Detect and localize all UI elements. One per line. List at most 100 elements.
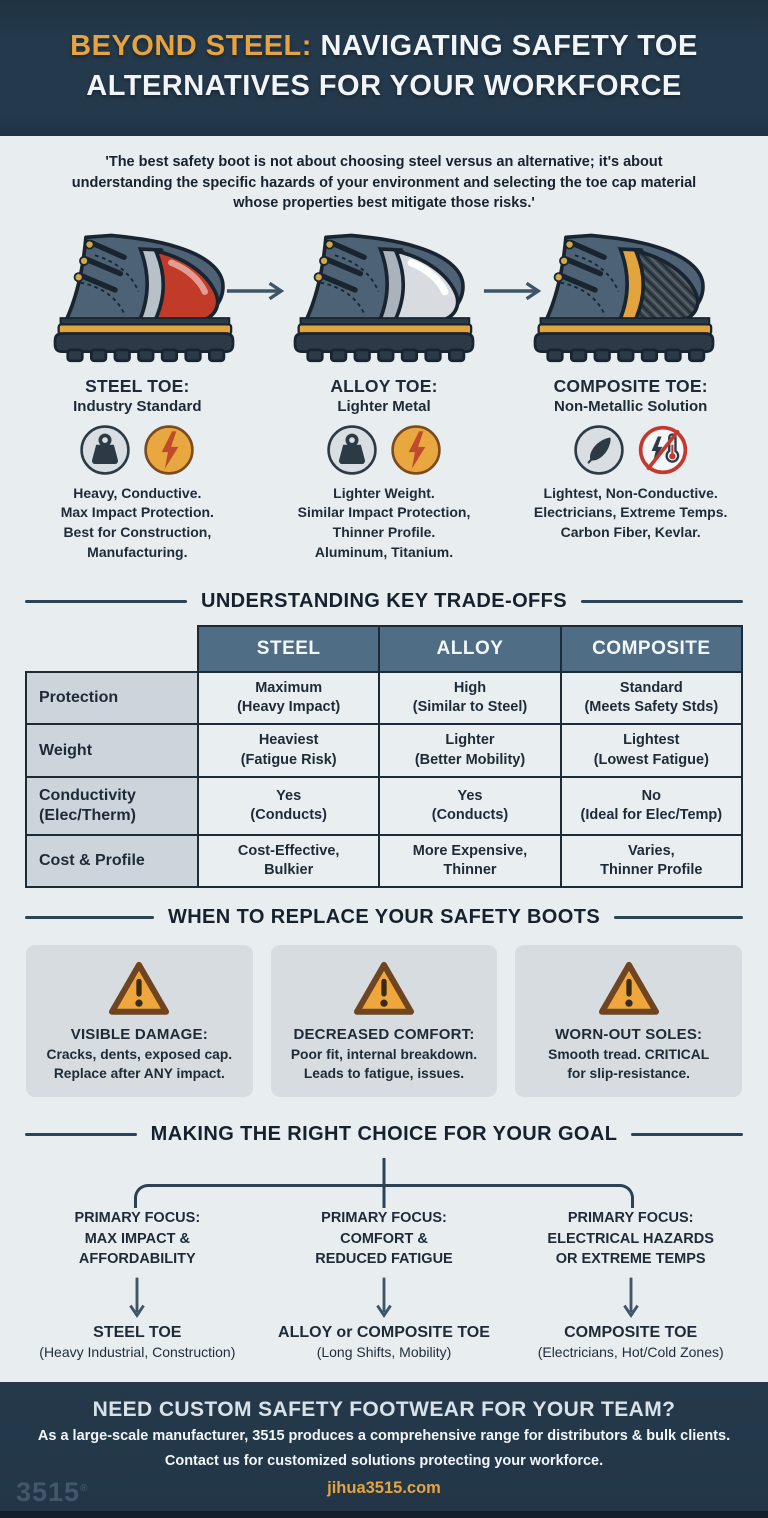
focus-row: PRIMARY FOCUS: MAX IMPACT & AFFORDABILIT… (14, 1208, 754, 1270)
flow-connector (14, 1157, 754, 1208)
card-text: Cracks, dents, exposed cap. Replace afte… (46, 1046, 233, 1081)
down-arrow-icon (622, 1277, 639, 1318)
arrow-row (14, 1276, 754, 1322)
card-heading: WORN-OUT SOLES: (555, 1025, 703, 1043)
replace-title-text: WHEN TO REPLACE YOUR SAFETY BOOTS (167, 905, 601, 928)
cell-conductivity-steel: Yes (Conducts) (196, 775, 381, 836)
result-name: COMPOSITE TOE (564, 1323, 698, 1341)
cell-protection-composite: Standard (Meets Safety Stds) (559, 671, 744, 726)
result-composite: COMPOSITE TOE (Electricians, Hot/Cold Zo… (507, 1324, 754, 1360)
visible-damage-card: VISIBLE DAMAGE: Cracks, dents, exposed c… (26, 944, 253, 1097)
weight-icon (327, 425, 377, 475)
toe-type-columns: STEEL TOE: Industry Standard Heavy, Cond… (0, 368, 768, 572)
table-row: Cost & Profile Cost-Effective, Bulkier M… (25, 833, 744, 888)
choice-section-title: MAKING THE RIGHT CHOICE FOR YOUR GOAL (0, 1123, 768, 1146)
result-name: ALLOY or COMPOSITE TOE (278, 1323, 490, 1341)
boot-comparison-row (0, 218, 768, 368)
composite-toe-subtitle: Non-Metallic Solution (554, 397, 708, 415)
tradeoffs-table: STEEL ALLOY COMPOSITE Protection Maximum… (25, 625, 744, 888)
composite-toe-icons (515, 424, 746, 476)
header-banner: BEYOND STEEL: NAVIGATING SAFETY TOE ALTE… (0, 0, 768, 137)
warning-triangle-icon (109, 961, 170, 1015)
column-header-steel: STEEL (196, 625, 381, 674)
divider-line (25, 600, 187, 604)
table-header-row: STEEL ALLOY COMPOSITE (26, 625, 744, 674)
steel-toe-column: STEEL TOE: Industry Standard Heavy, Cond… (14, 376, 261, 562)
cell-conductivity-alloy: Yes (Conducts) (378, 775, 562, 836)
footer-heading: NEED CUSTOM SAFETY FOOTWEAR FOR YOUR TEA… (92, 1397, 676, 1421)
brand-logo: 3515® (16, 1478, 89, 1506)
cell-protection-alloy: High (Similar to Steel) (378, 671, 562, 726)
cell-weight-composite: Lightest (Lowest Fatigue) (559, 723, 744, 778)
alloy-toe-description: Lighter Weight. Similar Impact Protectio… (297, 484, 471, 560)
result-detail: (Heavy Industrial, Construction) (39, 1343, 236, 1360)
row-label-protection: Protection (25, 671, 199, 726)
page-title-accent: BEYOND STEEL: (70, 30, 312, 62)
warning-triangle-icon (598, 961, 659, 1015)
row-label-conductivity: Conductivity (Elec/Therm) (25, 775, 199, 836)
steel-toe-icons (22, 424, 253, 476)
divider-line (25, 915, 154, 919)
result-steel: STEEL TOE (Heavy Industrial, Constructio… (14, 1324, 261, 1360)
result-row: STEEL TOE (Heavy Industrial, Constructio… (14, 1324, 754, 1360)
column-header-composite: COMPOSITE (559, 625, 744, 674)
result-detail: (Long Shifts, Mobility) (316, 1343, 452, 1360)
replace-section-title: WHEN TO REPLACE YOUR SAFETY BOOTS (0, 906, 768, 929)
focus-max-impact: PRIMARY FOCUS: MAX IMPACT & AFFORDABILIT… (74, 1209, 201, 1268)
steel-toe-description: Heavy, Conductive. Max Impact Protection… (60, 484, 214, 560)
right-arrow-icon (226, 281, 285, 300)
page-title: BEYOND STEEL: NAVIGATING SAFETY TOE ALTE… (30, 26, 738, 106)
composite-boot-cell (504, 230, 744, 368)
connector-stem (382, 1157, 386, 1186)
row-label-cost: Cost & Profile (25, 833, 199, 888)
page-title-rest: NAVIGATING SAFETY TOE ALTERNATIVES FOR Y… (86, 30, 698, 103)
cell-weight-alloy: Lighter (Better Mobility) (378, 723, 562, 778)
divider-line (614, 915, 744, 919)
down-arrow-icon (129, 1277, 146, 1318)
alloy-toe-boot-illustration (293, 233, 475, 362)
composite-toe-description: Lightest, Non-Conductive. Electricians, … (533, 484, 728, 540)
registered-mark: ® (80, 1482, 89, 1494)
alloy-toe-subtitle: Lighter Metal (337, 397, 431, 415)
footer-line2: Contact us for customized solutions prot… (164, 1452, 604, 1469)
steel-toe-subtitle: Industry Standard (73, 397, 202, 415)
alloy-toe-title: ALLOY TOE: (330, 375, 438, 396)
table-row: Conductivity (Elec/Therm) Yes (Conducts)… (25, 775, 744, 836)
feather-icon (573, 425, 624, 475)
tradeoffs-section-title: UNDERSTANDING KEY TRADE-OFFS (0, 590, 768, 613)
card-heading: DECREASED COMFORT: (293, 1025, 475, 1043)
card-text: Smooth tread. CRITICAL for slip-resistan… (548, 1046, 710, 1081)
website-link[interactable]: jihua3515.com (327, 1478, 441, 1497)
replace-cards: VISIBLE DAMAGE: Cracks, dents, exposed c… (0, 941, 768, 1105)
alloy-boot-cell (264, 230, 504, 368)
lightning-icon (144, 425, 195, 475)
card-text: Poor fit, internal breakdown. Leads to f… (290, 1046, 478, 1081)
no-conductivity-icon (638, 425, 687, 474)
focus-comfort: PRIMARY FOCUS: COMFORT & REDUCED FATIGUE (315, 1209, 453, 1268)
decreased-comfort-card: DECREASED COMFORT: Poor fit, internal br… (270, 944, 498, 1097)
connector-center-stub (382, 1183, 386, 1208)
divider-line (25, 1132, 137, 1136)
steel-boot-cell (24, 230, 264, 368)
cell-weight-steel: Heaviest (Fatigue Risk) (196, 723, 381, 778)
result-detail: (Electricians, Hot/Cold Zones) (537, 1343, 724, 1360)
cell-cost-composite: Varies, Thinner Profile (559, 833, 744, 888)
cell-cost-steel: Cost-Effective, Bulkier (196, 833, 381, 888)
steel-toe-title: STEEL TOE: (85, 375, 190, 396)
intro-quote: 'The best safety boot is not about choos… (71, 154, 697, 212)
weight-icon (80, 425, 131, 475)
divider-line (581, 600, 743, 604)
table-row: Protection Maximum (Heavy Impact) High (… (25, 671, 744, 726)
table-corner-cell (26, 626, 198, 672)
row-label-weight: Weight (25, 723, 199, 778)
focus-electrical: PRIMARY FOCUS: ELECTRICAL HAZARDS OR EXT… (547, 1209, 714, 1268)
column-header-alloy: ALLOY (378, 625, 562, 674)
cell-protection-steel: Maximum (Heavy Impact) (196, 671, 381, 726)
table-row: Weight Heaviest (Fatigue Risk) Lighter (… (25, 723, 744, 778)
down-arrow-icon (376, 1277, 392, 1318)
decision-flowchart: PRIMARY FOCUS: MAX IMPACT & AFFORDABILIT… (0, 1157, 768, 1368)
cell-cost-alloy: More Expensive, Thinner (378, 833, 562, 888)
intro-quote-section: 'The best safety boot is not about choos… (0, 136, 768, 218)
composite-toe-title: COMPOSITE TOE: (553, 375, 708, 396)
